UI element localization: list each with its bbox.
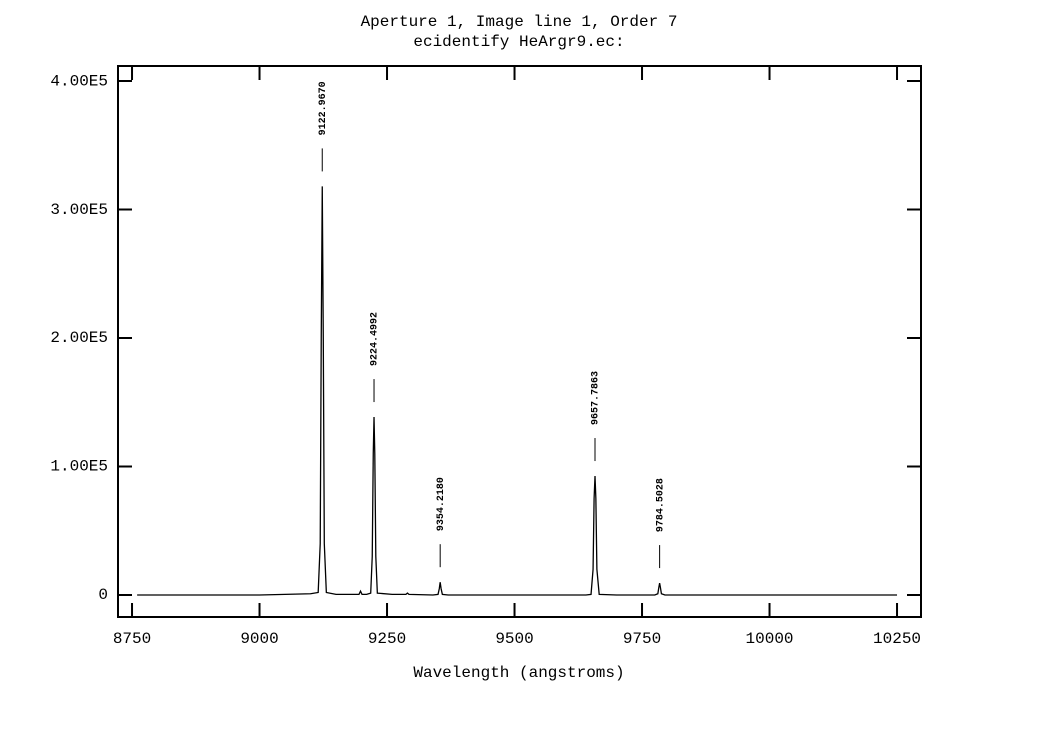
spectrum-line [137,186,898,596]
y-tick-label: 0 [98,586,108,604]
y-tick-label: 4.00E5 [50,72,108,90]
y-tick-label: 3.00E5 [50,201,108,219]
x-tick-label: 9750 [623,630,661,648]
line-label: 9354.2180 [436,477,447,531]
chart-title: Aperture 1, Image line 1, Order 7 [361,13,678,31]
line-label: 9224.4992 [370,312,381,366]
x-tick-label: 10000 [746,630,794,648]
x-tick-label: 9000 [240,630,278,648]
chart-subtitle: ecidentify HeArgr9.ec: [413,33,624,51]
x-tick-label: 10250 [873,630,921,648]
y-tick-label: 1.00E5 [50,458,108,476]
y-tick-label: 2.00E5 [50,329,108,347]
x-tick-label: 9250 [368,630,406,648]
line-label: 9122.9670 [318,81,329,135]
x-tick-label: 8750 [113,630,151,648]
x-axis-label: Wavelength (angstroms) [413,664,624,682]
plot-frame [117,65,922,618]
line-label: 9657.7863 [591,371,602,425]
x-tick-label: 9500 [495,630,533,648]
line-label: 9784.5028 [655,478,666,532]
